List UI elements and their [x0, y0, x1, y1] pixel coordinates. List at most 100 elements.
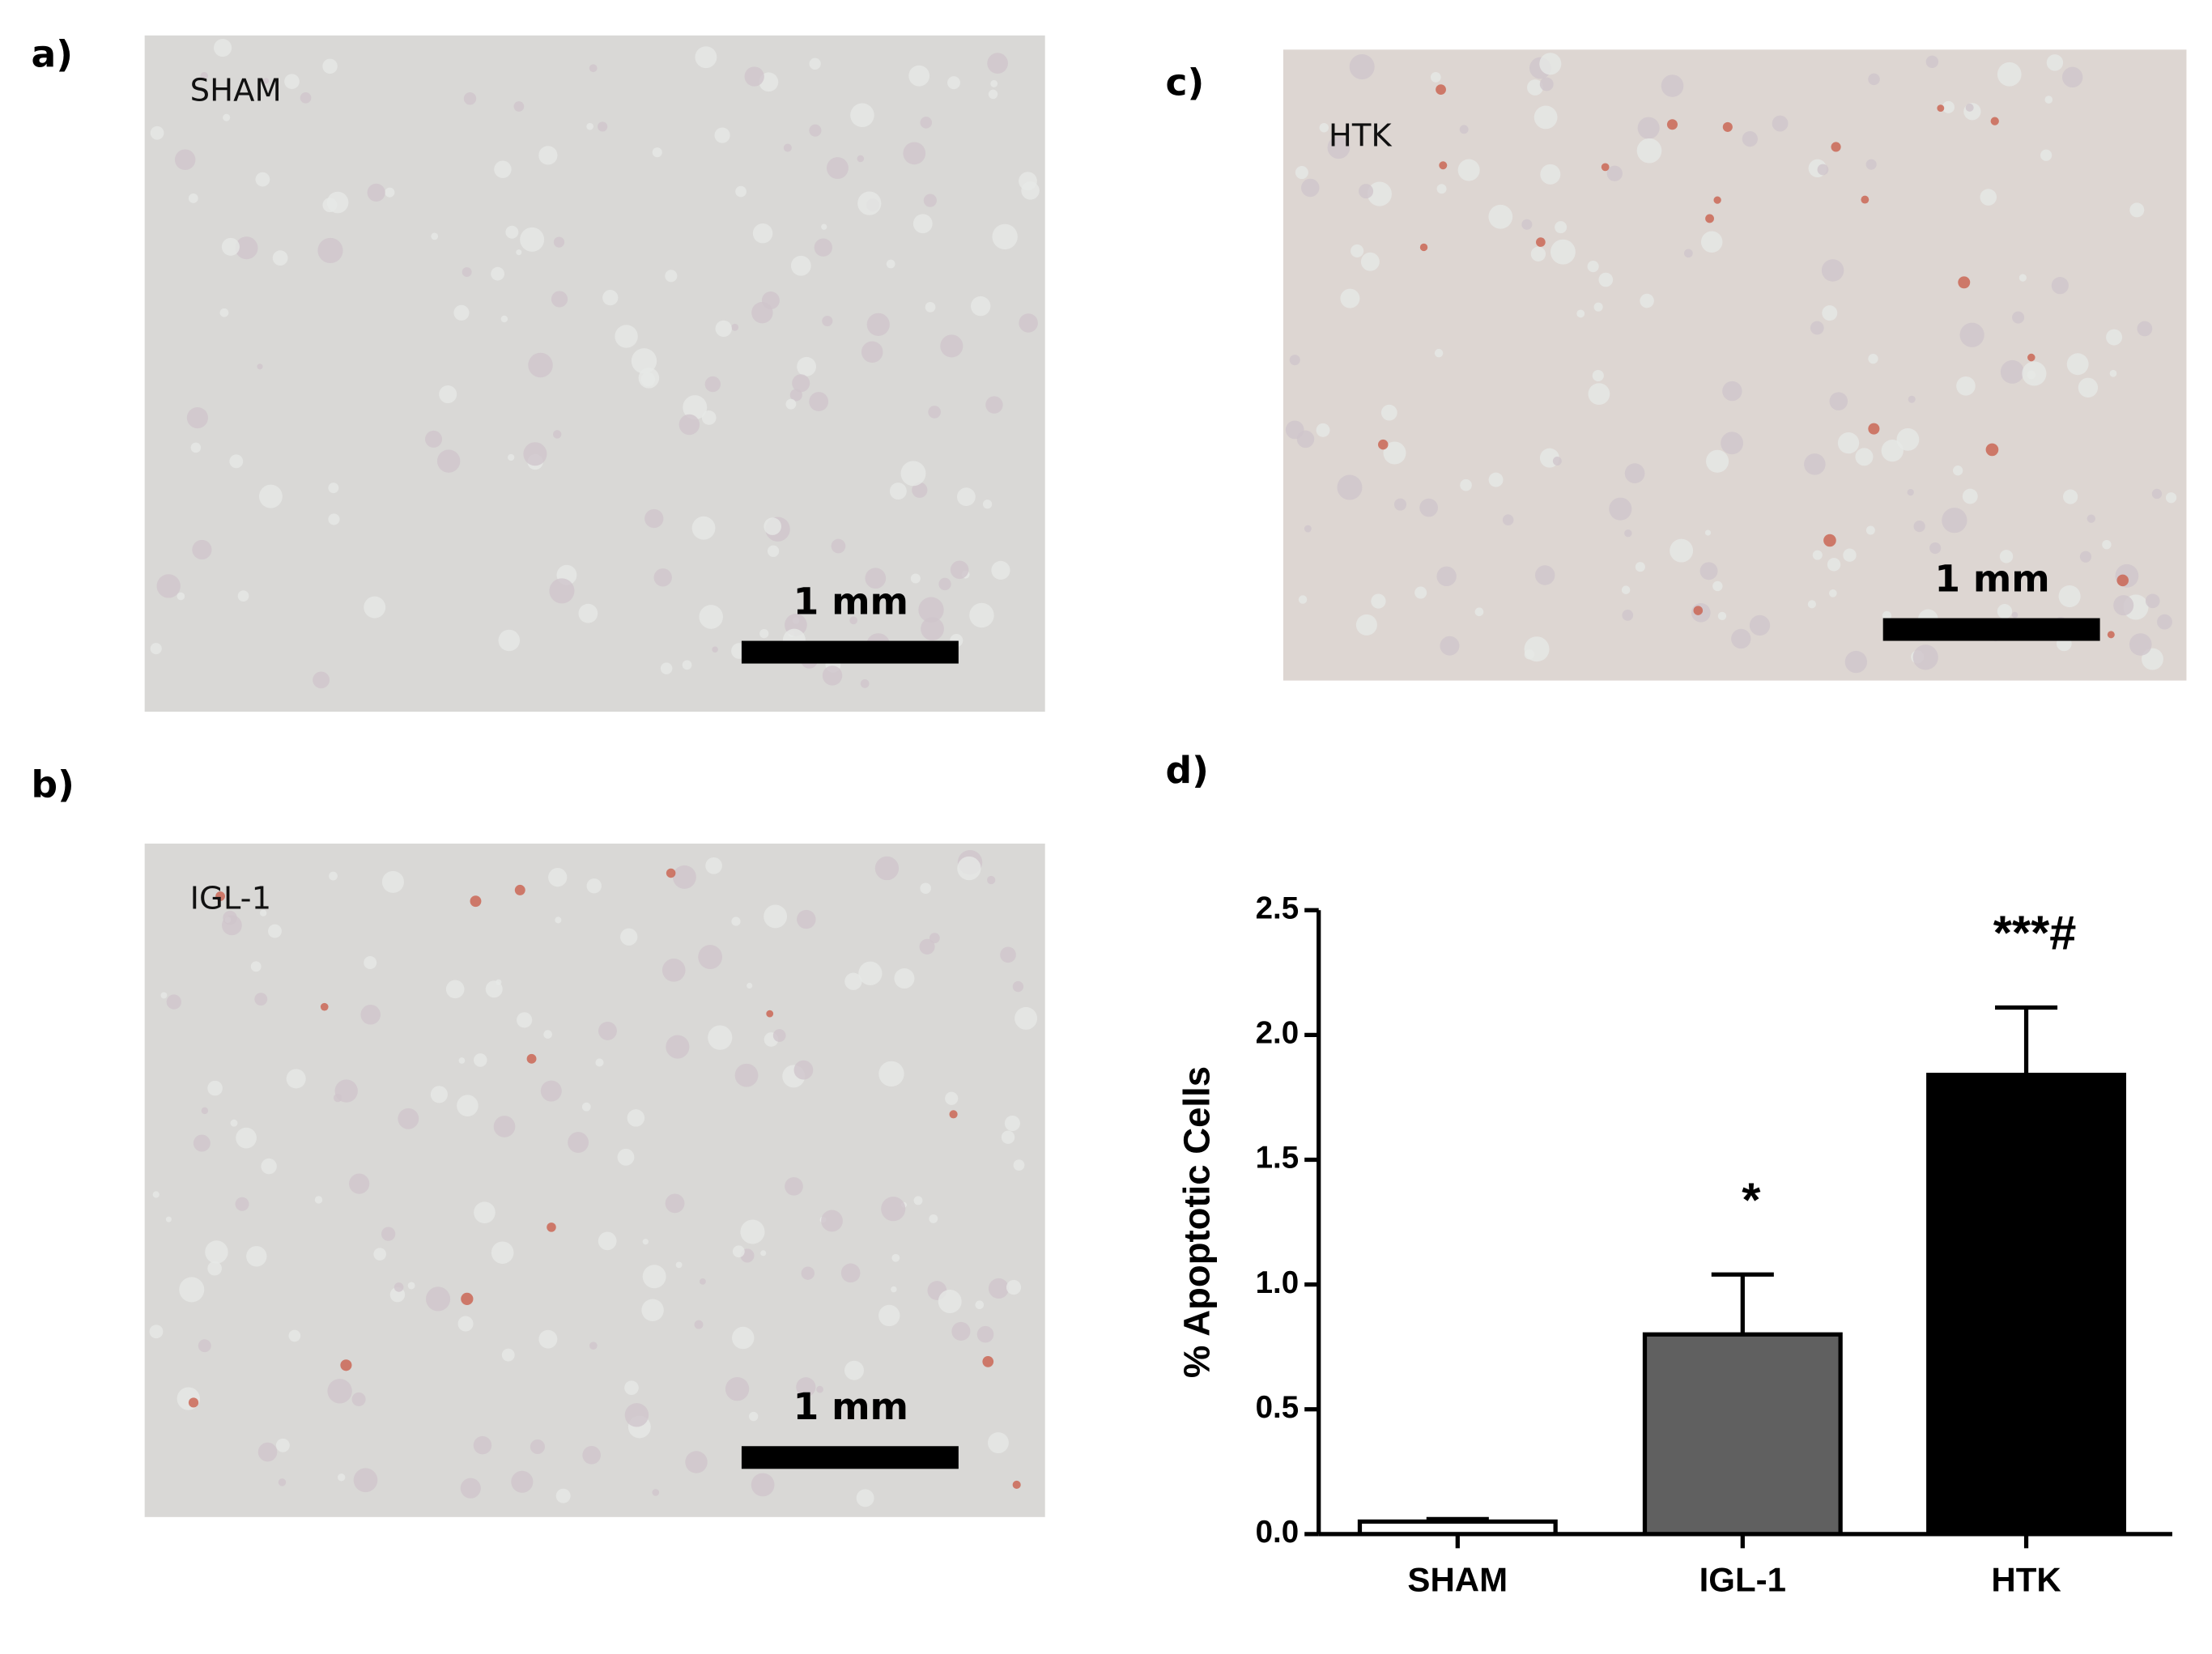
tissue-spot — [491, 1241, 514, 1265]
tissue-spot — [858, 961, 883, 985]
tissue-spot — [272, 250, 288, 266]
tissue-spot — [2151, 488, 2163, 500]
tissue-spot — [334, 1079, 358, 1103]
tissue-spot — [453, 304, 470, 321]
stained-cell — [1439, 161, 1448, 170]
tissue-spot — [912, 482, 928, 498]
stained-cell — [1937, 104, 1945, 113]
tissue-spot — [381, 870, 404, 893]
tissue-spot — [246, 1246, 267, 1267]
tissue-spot — [1907, 488, 1914, 496]
stained-cell — [188, 1397, 199, 1408]
tissue-spot — [1534, 105, 1558, 130]
tissue-spot — [992, 223, 1018, 250]
tissue-spot — [207, 1261, 222, 1276]
y-tick-label: 2.0 — [1256, 1016, 1300, 1051]
error-bar — [1995, 1005, 2058, 1075]
tissue-spot — [740, 1219, 765, 1244]
tissue-spot — [929, 933, 940, 944]
image-label: SHAM — [190, 72, 282, 108]
tissue-spot — [1670, 538, 1694, 563]
tissue-spot — [351, 1392, 366, 1406]
tissue-spot — [1865, 525, 1875, 535]
tissue-spot — [2061, 66, 2083, 88]
tissue-spot — [508, 453, 515, 461]
tissue-spot — [682, 660, 692, 670]
tissue-spot — [641, 1299, 664, 1321]
tissue-spot — [764, 517, 782, 535]
tissue-spot — [300, 91, 312, 104]
tissue-spot — [699, 1278, 706, 1285]
tissue-spot — [1393, 498, 1407, 511]
tissue-spot — [945, 1091, 959, 1105]
tissue-spot — [1942, 508, 1967, 534]
tissue-spot — [642, 1239, 649, 1245]
tissue-spot — [1749, 614, 1771, 636]
tissue-spot — [969, 602, 994, 628]
tissue-spot — [179, 1277, 205, 1303]
tissue-spot — [1699, 562, 1718, 580]
tissue-spot — [494, 160, 512, 178]
tissue-spot — [715, 320, 732, 338]
bar — [1642, 1332, 1843, 1537]
tissue-spot — [908, 65, 930, 87]
significance-label: * — [1742, 1172, 1761, 1227]
tissue-spot — [1298, 595, 1308, 604]
tissue-spot — [2106, 329, 2123, 346]
tissue-spot — [214, 39, 232, 57]
bar — [1357, 1519, 1558, 1537]
tissue-spot — [695, 46, 717, 69]
tissue-spot — [1609, 497, 1632, 521]
tissue-spot — [903, 142, 926, 165]
tissue-spot — [1700, 231, 1723, 253]
tissue-spot — [498, 629, 521, 652]
tissue-spot — [797, 909, 816, 929]
tissue-spot — [665, 270, 678, 283]
tissue-spot — [1000, 946, 1016, 963]
tissue-spot — [364, 596, 386, 619]
stained-cell — [949, 1110, 958, 1119]
tissue-spot — [617, 1148, 635, 1166]
tissue-spot — [1844, 650, 1868, 674]
tissue-spot — [891, 1253, 900, 1262]
tissue-spot — [759, 629, 769, 639]
tissue-spot — [543, 1030, 552, 1039]
tissue-spot — [865, 568, 887, 589]
tissue-spot — [2142, 648, 2163, 670]
micrograph: HTK 1 mm — [1283, 49, 2187, 681]
tissue-spot — [149, 1324, 164, 1339]
tissue-spot — [555, 1488, 571, 1503]
tissue-spot — [261, 1158, 277, 1175]
tissue-spot — [1340, 288, 1360, 308]
stained-cell — [1713, 196, 1721, 204]
tissue-spot — [549, 578, 575, 604]
stained-cell — [2116, 574, 2129, 587]
scale-label: 1 mm — [1934, 558, 2049, 601]
tissue-spot — [957, 856, 981, 881]
tissue-spot — [732, 1245, 745, 1258]
tissue-spot — [1414, 586, 1427, 599]
panel-label: a) — [32, 33, 74, 76]
tissue-spot — [772, 1029, 786, 1042]
tissue-spot — [200, 71, 208, 80]
tissue-spot — [463, 92, 477, 105]
tissue-spot — [473, 1435, 492, 1455]
tissue-spot — [790, 255, 811, 276]
tissue-spot — [568, 1132, 589, 1154]
tissue-spot — [1606, 165, 1623, 181]
tissue-spot — [1817, 164, 1829, 176]
tissue-spot — [910, 573, 921, 584]
tissue-spot — [520, 227, 545, 252]
tissue-spot — [1521, 219, 1533, 230]
tissue-spot — [652, 147, 662, 158]
tissue-spot — [150, 643, 162, 655]
tissue-spot — [918, 597, 944, 623]
tissue-spot — [1012, 980, 1024, 993]
tissue-spot — [801, 1266, 815, 1280]
tissue-spot — [2044, 96, 2053, 104]
tissue-spot — [219, 308, 229, 317]
tissue-spot — [1598, 272, 1614, 287]
tissue-spot — [193, 1134, 211, 1152]
tissue-spot — [381, 1227, 396, 1241]
tissue-spot — [1539, 77, 1554, 91]
